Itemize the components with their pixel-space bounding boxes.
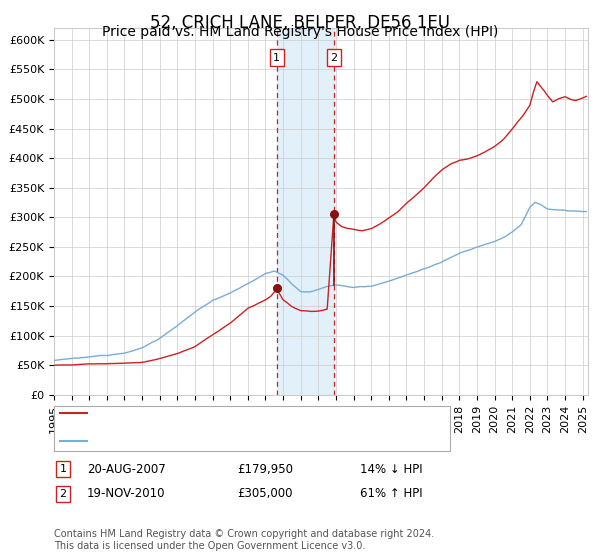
Text: 14% ↓ HPI: 14% ↓ HPI	[360, 463, 422, 476]
Text: 61% ↑ HPI: 61% ↑ HPI	[360, 487, 422, 501]
Text: 52, CRICH LANE, BELPER, DE56 1EU (detached house): 52, CRICH LANE, BELPER, DE56 1EU (detach…	[93, 407, 412, 420]
Text: Contains HM Land Registry data © Crown copyright and database right 2024.
This d: Contains HM Land Registry data © Crown c…	[54, 529, 434, 551]
Text: 1: 1	[273, 53, 280, 63]
Text: £179,950: £179,950	[237, 463, 293, 476]
Text: 1: 1	[59, 464, 67, 474]
Text: 52, CRICH LANE, BELPER, DE56 1EU: 52, CRICH LANE, BELPER, DE56 1EU	[150, 14, 450, 32]
Text: Price paid vs. HM Land Registry's House Price Index (HPI): Price paid vs. HM Land Registry's House …	[102, 25, 498, 39]
Text: 2: 2	[59, 489, 67, 499]
Text: 20-AUG-2007: 20-AUG-2007	[87, 463, 166, 476]
Bar	[277, 28, 334, 395]
Text: £305,000: £305,000	[237, 487, 293, 501]
Text: HPI: Average price, detached house, Amber Valley: HPI: Average price, detached house, Ambe…	[93, 434, 389, 447]
Text: 19-NOV-2010: 19-NOV-2010	[87, 487, 166, 501]
Text: 2: 2	[331, 53, 338, 63]
